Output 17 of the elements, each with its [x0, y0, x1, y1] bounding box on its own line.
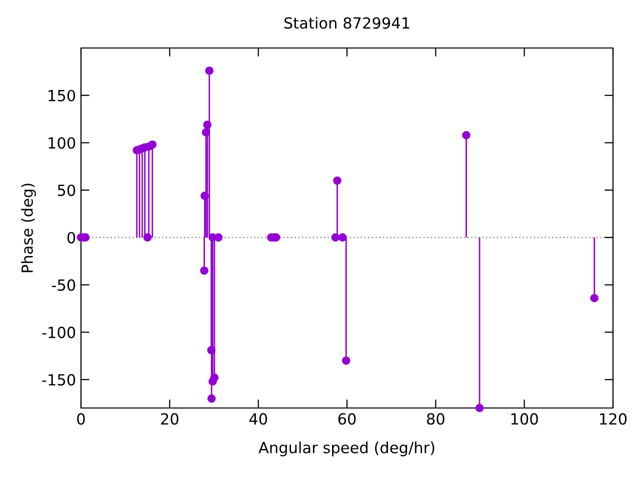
chart-title: Station 8729941 [284, 16, 410, 29]
x-axis-title: Angular speed (deg/hr) [258, 442, 434, 456]
y-tick-label: -100 [42, 326, 76, 338]
y-axis-title: Phase (deg) [21, 184, 36, 272]
x-tick-label: 100 [511, 413, 538, 425]
y-tick-label: 50 [58, 184, 76, 196]
y-tick-label: -50 [52, 279, 76, 291]
x-tick-label: 20 [161, 413, 178, 425]
y-tick-label: -150 [42, 374, 76, 386]
y-tick-label: 150 [48, 90, 76, 102]
x-tick-label: 0 [77, 413, 85, 425]
y-tick-label: 100 [48, 137, 76, 149]
y-tick-label: 0 [67, 232, 76, 244]
x-tick-label: 60 [338, 413, 356, 425]
x-tick-label: 40 [249, 413, 268, 425]
x-tick-label: 80 [426, 413, 444, 425]
x-tick-label: 120 [600, 413, 627, 425]
